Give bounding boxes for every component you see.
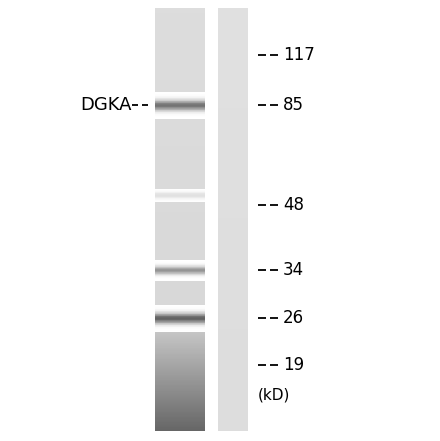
Text: DGKA: DGKA <box>80 96 132 114</box>
Text: 85: 85 <box>283 96 304 114</box>
Text: 117: 117 <box>283 46 315 64</box>
Text: 34: 34 <box>283 261 304 279</box>
Text: 48: 48 <box>283 196 304 214</box>
Text: 26: 26 <box>283 309 304 327</box>
Text: (kD): (kD) <box>258 388 290 403</box>
Text: 19: 19 <box>283 356 304 374</box>
